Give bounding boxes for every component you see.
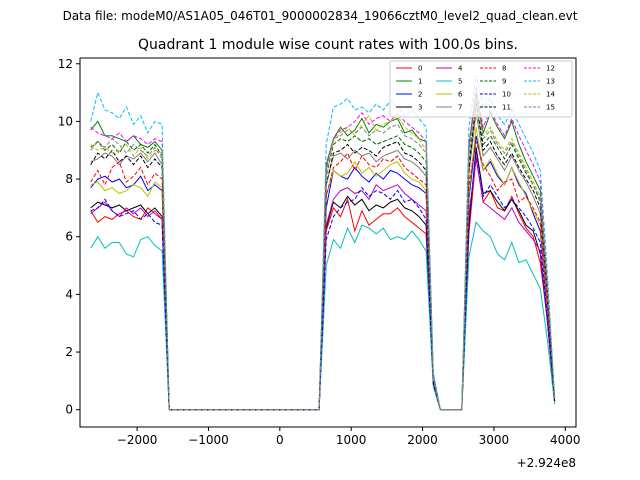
- legend-label-8: 8: [502, 65, 506, 73]
- legend-label-5: 5: [458, 78, 462, 86]
- x-tick-label: 1000: [336, 433, 367, 447]
- x-tick-label: 3000: [479, 433, 510, 447]
- y-tick-label: 10: [58, 114, 73, 128]
- x-offset-label: +2.924e8: [517, 456, 576, 470]
- series-line-1: [90, 92, 556, 411]
- series-line-13: [90, 75, 556, 411]
- x-tick-label: 4000: [550, 433, 581, 447]
- legend-label-14: 14: [546, 91, 555, 99]
- legend-label-12: 12: [546, 65, 555, 73]
- x-tick-label: −1000: [188, 433, 229, 447]
- legend-label-10: 10: [502, 91, 511, 99]
- series-line-6: [90, 127, 556, 411]
- legend-label-7: 7: [458, 104, 462, 112]
- y-tick-label: 6: [65, 230, 73, 244]
- legend-label-15: 15: [546, 104, 555, 112]
- legend-box: [389, 60, 573, 118]
- y-tick-label: 2: [65, 345, 73, 359]
- plot-lines: [90, 75, 556, 411]
- series-line-9: [90, 104, 556, 411]
- y-tick-label: 12: [58, 57, 73, 71]
- y-tick-label: 0: [65, 403, 73, 417]
- series-line-12: [90, 86, 556, 411]
- series-line-14: [90, 98, 556, 411]
- x-tick-label: 2000: [407, 433, 438, 447]
- legend-label-2: 2: [418, 91, 422, 99]
- legend-label-9: 9: [502, 78, 506, 86]
- legend-label-6: 6: [458, 91, 463, 99]
- legend-label-11: 11: [502, 104, 511, 112]
- x-tick-label: −2000: [117, 433, 158, 447]
- plot-frame: [79, 57, 577, 428]
- suptitle: Data file: modeM0/AS1A05_046T01_90000028…: [63, 9, 578, 23]
- legend-label-13: 13: [546, 78, 555, 86]
- y-tick-label: 4: [65, 287, 73, 301]
- legend-label-0: 0: [418, 65, 422, 73]
- x-tick-label: 0: [276, 433, 284, 447]
- legend-label-3: 3: [418, 104, 422, 112]
- y-tick-label: 8: [65, 172, 73, 186]
- legend-label-1: 1: [418, 78, 422, 86]
- chart-title: Quadrant 1 module wise count rates with …: [138, 37, 518, 53]
- legend-label-4: 4: [458, 65, 463, 73]
